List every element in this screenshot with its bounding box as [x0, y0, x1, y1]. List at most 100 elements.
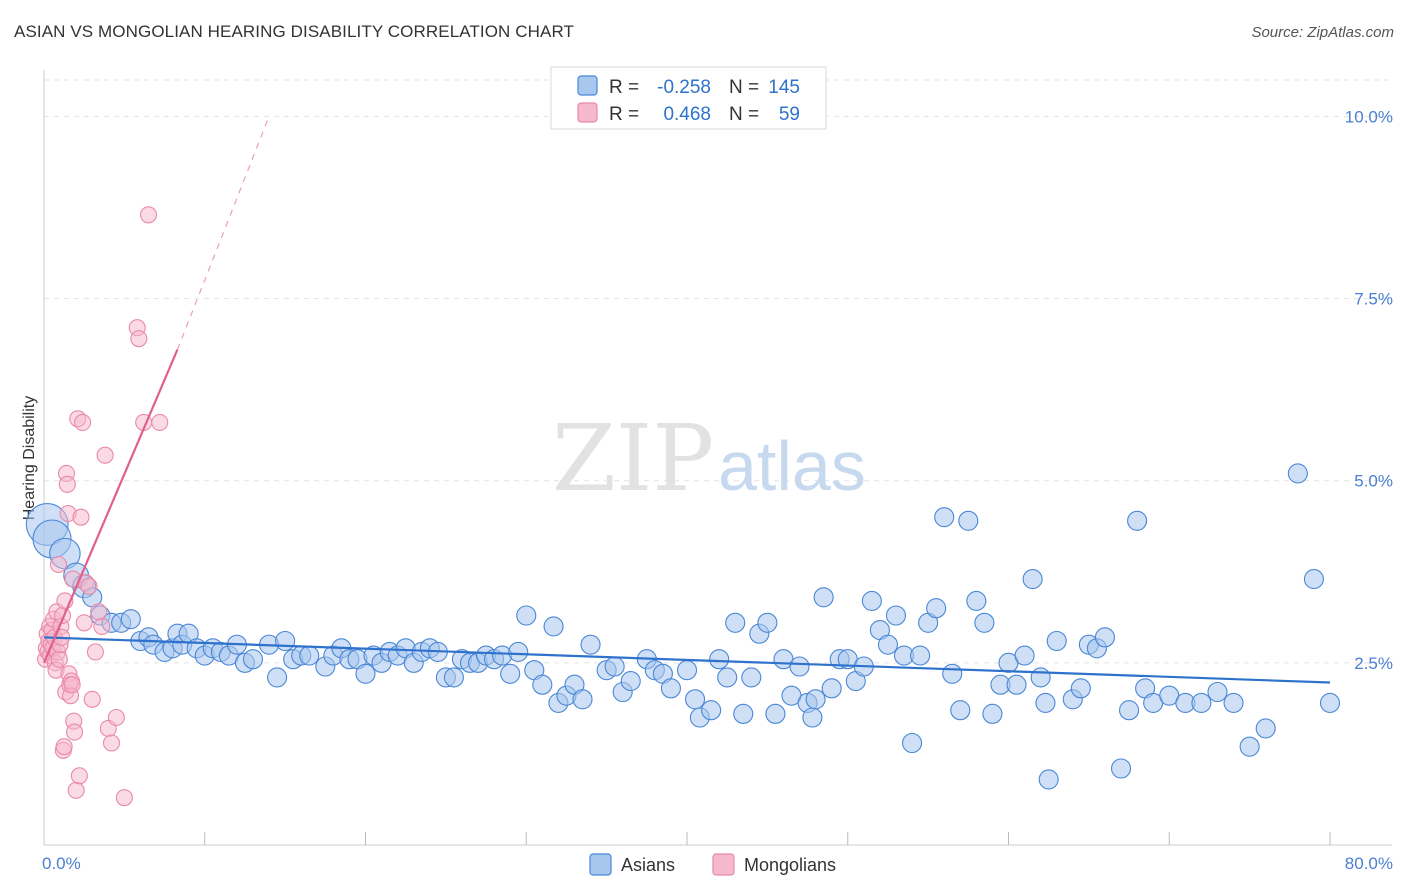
mongolian-point: [67, 781, 85, 799]
legend-r-value-mongolians: 0.468: [663, 104, 711, 125]
asian-point: [660, 678, 681, 699]
asian-point: [604, 656, 625, 677]
mongolian-point: [75, 614, 93, 632]
asian-point: [966, 590, 987, 611]
y-tick-label: 10.0%: [1345, 107, 1393, 126]
asian-series: [25, 463, 1341, 790]
asian-point: [684, 689, 706, 710]
asian-point: [1110, 758, 1132, 779]
asian-point: [1030, 667, 1051, 688]
mongolian-point: [139, 206, 158, 224]
mongolian-point: [55, 738, 73, 756]
legend-r-value-asians: -0.258: [657, 77, 711, 98]
mongolian-trend-line: [42, 349, 179, 664]
mongolian-point: [96, 446, 114, 464]
legend-r-label-asians: R =: [609, 77, 639, 98]
mongolian-point: [151, 413, 169, 431]
asian-point: [1070, 678, 1091, 699]
asian-point: [1127, 510, 1148, 531]
asian-point: [805, 689, 826, 710]
watermark-zip: ZIP: [552, 405, 714, 512]
asian-point: [516, 605, 537, 626]
bottom-legend-label-asians: Asians: [621, 855, 675, 875]
asian-point: [725, 612, 746, 633]
asian-point: [1319, 692, 1341, 713]
asian-point: [1223, 692, 1244, 713]
asian-point: [813, 587, 834, 608]
asian-point: [877, 634, 898, 655]
mongolian-point: [63, 676, 81, 694]
asian-point: [242, 649, 264, 670]
series-legend: Asians Mongolians: [589, 853, 836, 876]
asian-point: [885, 605, 907, 626]
mongolian-point: [65, 723, 84, 741]
asian-point: [267, 667, 288, 688]
bottom-legend-swatch-asians: [589, 853, 612, 876]
mongolian-point: [90, 603, 108, 621]
asian-point: [580, 634, 601, 655]
asian-point: [901, 732, 923, 754]
asian-point: [120, 609, 141, 630]
mongolian-point: [74, 413, 92, 431]
mongolian-point: [102, 734, 121, 752]
asian-point: [709, 649, 730, 670]
asian-point: [1303, 569, 1324, 590]
asian-point: [926, 598, 947, 619]
asian-point: [861, 590, 882, 611]
asian-point: [717, 667, 738, 688]
asian-point: [982, 703, 1003, 724]
mongolian-point: [107, 708, 125, 727]
mongolian-point: [130, 330, 148, 348]
asian-point: [1038, 769, 1059, 790]
watermark-atlas: atlas: [718, 427, 866, 505]
asian-trend-line: [43, 636, 1331, 684]
asian-point: [1191, 692, 1212, 713]
asian-point: [1046, 630, 1067, 652]
asian-point: [355, 663, 376, 684]
x-tick-label-min: 0.0%: [42, 854, 81, 873]
mongolian-point: [72, 508, 90, 526]
mongolian-trend-extension: [176, 116, 270, 350]
asian-point: [532, 674, 553, 695]
bottom-legend-label-mongolians: Mongolians: [744, 855, 836, 875]
legend-n-label-asians: N =: [729, 77, 759, 98]
asian-point: [572, 689, 593, 710]
asian-point: [543, 616, 564, 637]
mongolian-point: [49, 555, 68, 574]
mongolian-point: [93, 617, 111, 635]
asian-point: [299, 645, 320, 666]
asian-point: [620, 671, 641, 692]
asian-point: [1119, 700, 1140, 721]
mongolian-point: [70, 767, 88, 785]
mongolian-point: [115, 789, 133, 807]
y-tick-label: 2.5%: [1354, 654, 1393, 673]
asian-point: [1094, 627, 1115, 648]
asian-point: [958, 510, 979, 531]
asian-point: [1006, 674, 1027, 695]
asian-point: [821, 678, 842, 699]
asian-point: [974, 612, 995, 633]
asian-point: [765, 703, 786, 724]
gridlines: [44, 79, 1392, 664]
bottom-legend-swatch-mongolians: [712, 853, 735, 876]
asian-point: [1035, 692, 1056, 713]
asian-point: [1207, 681, 1228, 703]
asian-point: [275, 630, 296, 652]
asian-point: [934, 507, 955, 528]
correlation-legend: R = -0.258 N = 145 R = 0.468 N = 59: [550, 66, 827, 130]
source-credit: Source: ZipAtlas.com: [1251, 24, 1394, 41]
asian-point: [676, 660, 698, 681]
legend-n-label-mongolians: N =: [729, 104, 759, 125]
legend-r-label-mongolians: R =: [609, 104, 639, 125]
y-tick-label: 7.5%: [1354, 290, 1393, 309]
legend-swatch-asians: [577, 75, 598, 96]
asian-point: [910, 645, 931, 666]
x-ticks: [204, 832, 1331, 845]
y-tick-labels: 2.5% 5.0% 7.5% 10.0%: [1345, 107, 1393, 672]
asian-point: [741, 667, 762, 688]
asian-point: [802, 707, 823, 728]
asian-point: [733, 703, 754, 724]
asian-point: [443, 667, 464, 688]
asian-point: [1014, 645, 1035, 666]
